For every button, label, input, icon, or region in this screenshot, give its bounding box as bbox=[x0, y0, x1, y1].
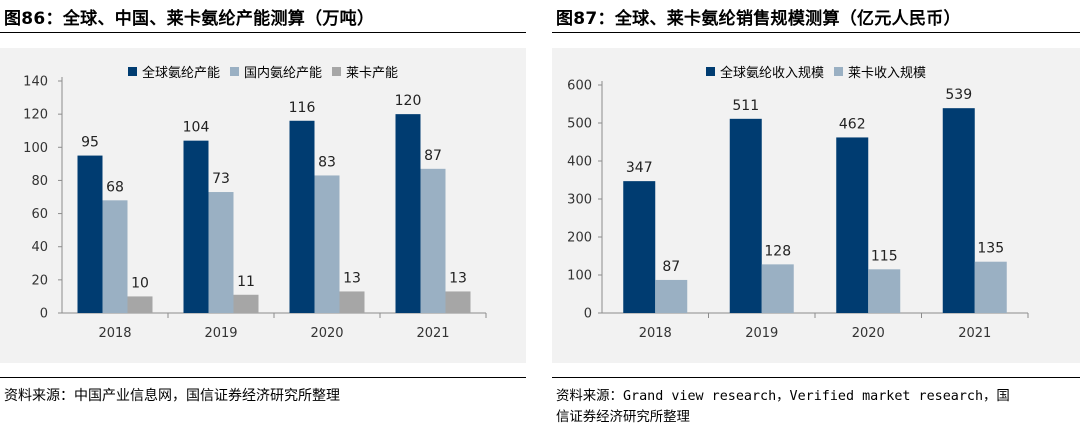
left-data-label-0-2020: 116 bbox=[289, 100, 316, 116]
left-y-tick-label: 120 bbox=[23, 108, 48, 123]
left-y-tick-label: 100 bbox=[23, 141, 48, 156]
left-bar-0-2019 bbox=[183, 140, 209, 313]
right-chart-legend: 全球氨纶收入规模 莱卡收入规模 bbox=[552, 62, 1080, 81]
right-figure-panel: 图87：全球、莱卡氨纶销售规模测算（亿元人民币） 全球氨纶收入规模 莱卡收入规模 … bbox=[552, 0, 1080, 438]
left-legend-swatch-1 bbox=[229, 67, 239, 76]
left-legend-item-2: 莱卡产能 bbox=[332, 62, 398, 81]
right-data-label-0-2018: 347 bbox=[626, 160, 653, 176]
left-data-label-2-2018: 10 bbox=[131, 275, 149, 291]
left-y-tick-label: 80 bbox=[31, 174, 48, 189]
left-bar-1-2020 bbox=[314, 175, 340, 313]
left-legend-label-1: 国内氨纶产能 bbox=[243, 66, 322, 81]
right-y-tick-label: 500 bbox=[567, 117, 592, 132]
left-y-tick-label: 40 bbox=[31, 240, 48, 255]
right-y-tick-label: 600 bbox=[567, 79, 592, 94]
right-legend-item-1: 莱卡收入规模 bbox=[834, 62, 926, 81]
left-bar-0-2018 bbox=[77, 155, 103, 313]
right-bar-0-2019 bbox=[729, 118, 762, 313]
right-bar-0-2018 bbox=[623, 181, 656, 313]
left-y-tick-label: 140 bbox=[23, 75, 48, 90]
left-bar-0-2020 bbox=[289, 120, 315, 314]
right-data-label-0-2021: 539 bbox=[945, 87, 972, 103]
left-data-label-1-2018: 68 bbox=[106, 179, 124, 195]
left-data-label-1-2019: 73 bbox=[212, 171, 230, 187]
right-data-label-1-2021: 135 bbox=[977, 241, 1004, 257]
right-x-tick-label: 2018 bbox=[639, 326, 672, 341]
right-x-tick-label: 2019 bbox=[745, 326, 778, 341]
right-bar-1-2021 bbox=[974, 261, 1007, 313]
left-bar-2-2019 bbox=[233, 294, 259, 313]
right-data-label-1-2019: 128 bbox=[764, 243, 791, 259]
left-y-tick-label: 20 bbox=[31, 273, 48, 288]
right-bar-1-2018 bbox=[655, 279, 688, 313]
right-data-label-1-2020: 115 bbox=[871, 248, 898, 264]
right-source-rule bbox=[552, 377, 1080, 378]
left-title-rule bbox=[0, 32, 526, 33]
right-legend-label-1: 莱卡收入规模 bbox=[848, 66, 927, 81]
left-bar-1-2019 bbox=[208, 192, 234, 313]
right-title-rule bbox=[552, 32, 1080, 33]
left-data-label-1-2021: 87 bbox=[424, 148, 442, 164]
left-legend-item-1: 国内氨纶产能 bbox=[229, 62, 322, 81]
left-source-note: 资料来源：中国产业信息网，国信证券经济研究所整理 bbox=[4, 388, 340, 404]
left-source-rule bbox=[0, 377, 526, 378]
left-data-label-2-2019: 11 bbox=[237, 274, 255, 290]
left-chart-area: 全球氨纶产能 国内氨纶产能 莱卡产能 0 20 40 60 80 100 120 140 2018 9… bbox=[0, 48, 526, 363]
right-y-tick-label: 400 bbox=[567, 155, 592, 170]
left-y-tick-label: 60 bbox=[31, 207, 48, 222]
right-legend-item-0: 全球氨纶收入规模 bbox=[705, 62, 824, 81]
left-x-tick-label: 2020 bbox=[310, 326, 343, 341]
right-source-line-1: 资料来源：Grand view research，Verified market… bbox=[556, 389, 1010, 404]
right-x-tick-label: 2021 bbox=[958, 326, 991, 341]
left-legend-label-0: 全球氨纶产能 bbox=[141, 66, 220, 81]
right-bar-1-2020 bbox=[868, 269, 901, 313]
right-y-tick-label: 0 bbox=[584, 307, 592, 322]
left-data-label-1-2020: 83 bbox=[318, 154, 336, 170]
left-bar-0-2021 bbox=[395, 114, 421, 314]
right-data-label-0-2019: 511 bbox=[732, 98, 759, 114]
left-bar-1-2021 bbox=[420, 168, 446, 313]
right-bar-0-2021 bbox=[942, 108, 975, 314]
right-legend-swatch-0 bbox=[705, 67, 715, 76]
left-chart-legend: 全球氨纶产能 国内氨纶产能 莱卡产能 bbox=[0, 62, 526, 81]
right-legend-label-0: 全球氨纶收入规模 bbox=[719, 66, 824, 81]
right-y-tick-label: 300 bbox=[567, 193, 592, 208]
right-source-note: 资料来源：Grand view research，Verified market… bbox=[556, 386, 1080, 428]
left-x-tick-label: 2018 bbox=[98, 326, 131, 341]
right-x-tick-label: 2020 bbox=[852, 326, 885, 341]
right-data-label-1-2018: 87 bbox=[662, 259, 680, 275]
left-data-label-2-2020: 13 bbox=[343, 270, 361, 286]
left-bar-2-2020 bbox=[339, 291, 365, 313]
left-bar-2-2018 bbox=[127, 296, 153, 313]
left-bar-1-2018 bbox=[102, 200, 128, 313]
right-data-label-0-2020: 462 bbox=[839, 116, 866, 132]
left-x-tick-label: 2021 bbox=[416, 326, 449, 341]
right-source-line-2: 信证券经济研究所整理 bbox=[556, 410, 690, 425]
right-bar-0-2020 bbox=[836, 137, 869, 313]
left-legend-swatch-2 bbox=[332, 67, 341, 76]
left-bar-2-2021 bbox=[445, 291, 471, 313]
right-y-tick-label: 200 bbox=[567, 231, 592, 246]
left-data-label-0-2019: 104 bbox=[183, 120, 210, 136]
left-legend-swatch-0 bbox=[127, 67, 137, 76]
right-legend-swatch-1 bbox=[834, 67, 843, 76]
left-legend-item-0: 全球氨纶产能 bbox=[127, 62, 220, 81]
right-y-tick-label: 100 bbox=[567, 269, 592, 284]
left-data-label-2-2021: 13 bbox=[449, 270, 467, 286]
left-chart-svg: 0 20 40 60 80 100 120 140 2018 95 68 10 2019 104 73 11 2… bbox=[23, 75, 487, 341]
right-figure-title: 图87：全球、莱卡氨纶销售规模测算（亿元人民币） bbox=[556, 9, 961, 29]
left-y-tick-label: 0 bbox=[40, 307, 48, 322]
right-bar-1-2019 bbox=[761, 264, 794, 313]
right-chart-area: 全球氨纶收入规模 莱卡收入规模 0 100 200 300 400 500 600 2018 34… bbox=[552, 48, 1080, 363]
left-x-tick-label: 2019 bbox=[204, 326, 237, 341]
left-figure-title: 图86：全球、中国、莱卡氨纶产能测算（万吨） bbox=[4, 9, 375, 29]
left-figure-panel: 图86：全球、中国、莱卡氨纶产能测算（万吨） 全球氨纶产能 国内氨纶产能 莱卡产能 … bbox=[0, 0, 526, 438]
right-chart-svg: 0 100 200 300 400 500 600 2018 347 87 2019 511 128 20… bbox=[567, 79, 1029, 341]
left-data-label-0-2021: 120 bbox=[395, 93, 422, 109]
left-data-label-0-2018: 95 bbox=[81, 135, 99, 151]
left-legend-label-2: 莱卡产能 bbox=[346, 66, 399, 81]
